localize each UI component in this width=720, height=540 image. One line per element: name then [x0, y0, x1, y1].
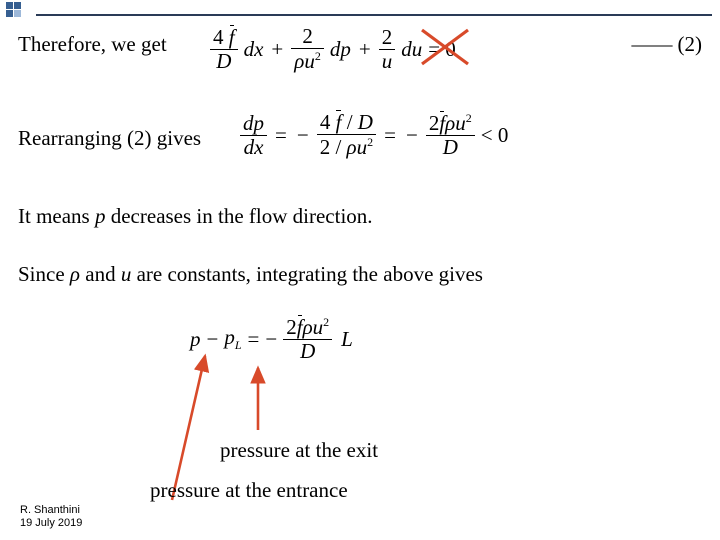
eqnum-label: (2) [678, 32, 703, 57]
dx: dx [244, 37, 264, 62]
line4-text: Since ρ and u are constants, integrating… [18, 262, 483, 286]
dp: dp [330, 37, 351, 62]
l4-post: are constants, integrating the above giv… [131, 262, 483, 286]
l4-mid: and [80, 262, 121, 286]
l4-u: u [121, 262, 132, 286]
line3-text: It means p decreases in the flow directi… [18, 204, 373, 228]
eqnum-dash: —— [632, 32, 672, 57]
l4-pre: Since [18, 262, 70, 286]
plus2: + [357, 37, 373, 62]
lhsden: dx [241, 136, 267, 158]
arrow-to-pL-icon [240, 362, 280, 447]
l4-rho: ρ [70, 262, 80, 286]
du: du [401, 37, 422, 62]
pi-minus: − [207, 327, 219, 352]
minus2: − [404, 123, 420, 148]
footer-date: 19 July 2019 [20, 517, 82, 530]
top-rule [36, 14, 712, 16]
lhsnum: dp [240, 113, 267, 135]
pi-eq: = [248, 327, 260, 352]
footer-author: R. Shanthini [20, 504, 82, 517]
pi-pL: p [224, 325, 235, 349]
slide-footer: R. Shanthini 19 July 2019 [20, 504, 82, 530]
pi-p: p [190, 327, 201, 352]
plus1: + [269, 37, 285, 62]
slide-top-bar [0, 0, 720, 18]
label-entrance: pressure at the entrance [150, 478, 348, 502]
accent-squares [6, 2, 30, 16]
pi-L: L [338, 327, 353, 352]
pi-pLsub: L [235, 338, 242, 352]
t3den: u [379, 50, 396, 72]
minus1: − [295, 123, 311, 148]
m2den: D [440, 136, 461, 158]
eqs2: = [382, 123, 398, 148]
pi-den: D [297, 340, 318, 362]
t3num: 2 [379, 27, 396, 49]
equation-integrated: p − pL = − 2fρu2 D L [190, 316, 702, 362]
pi-minus2: − [265, 327, 277, 352]
lt0: < 0 [481, 123, 509, 148]
equation-1: 4 f D dx + 2 ρu2 dp + 2 u du = 0 [210, 26, 590, 72]
line2-prefix: Rearranging (2) gives [18, 126, 201, 150]
t2num: 2 [299, 26, 316, 48]
eqs1: = [273, 123, 289, 148]
eqzero: = 0 [428, 37, 456, 62]
equation-2: dp dx = − 4 f / D 2 / ρu2 = − 2fρu2 D < … [240, 112, 702, 158]
line1-prefix: Therefore, we get [18, 32, 167, 57]
label-exit: pressure at the exit [220, 438, 378, 462]
